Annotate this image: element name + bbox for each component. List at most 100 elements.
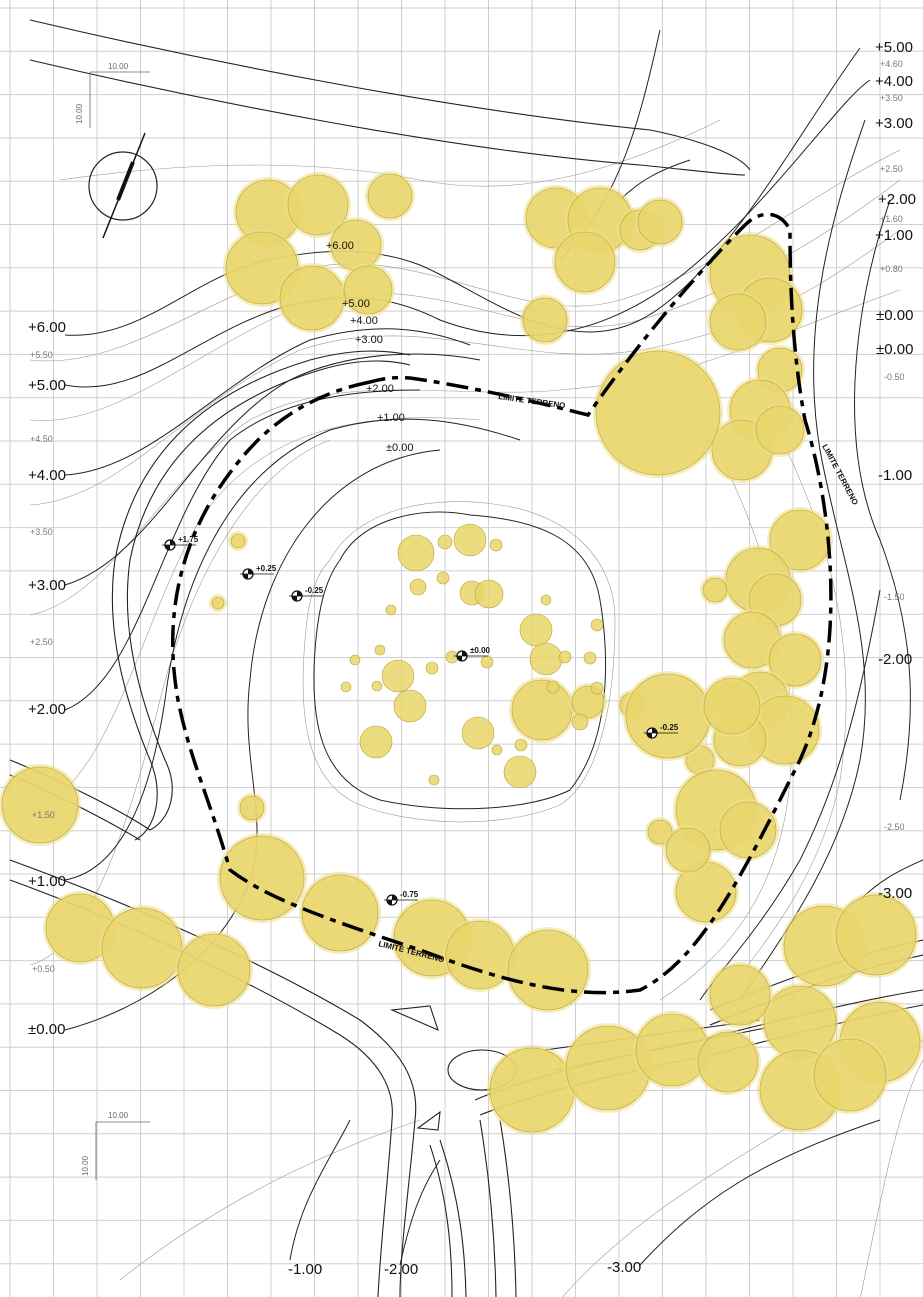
dimension-marker-bottom: 10.00 10.00 <box>81 1111 150 1180</box>
elevation-label: ±0.00 <box>876 341 913 358</box>
elevation-label: +1.00 <box>28 873 66 890</box>
elevation-label: +4.00 <box>875 73 913 90</box>
elevation-label: +3.50 <box>30 527 53 537</box>
tree-canopy-small <box>428 774 440 786</box>
left-elevation-labels: +6.00 +5.50 +5.00 +4.50 +4.00 +3.50 +3.0… <box>28 319 66 1038</box>
spot-level-label: ±0.00 <box>470 646 491 655</box>
elevation-label: -2.50 <box>884 822 905 832</box>
spot-levels: +1.75 +0.25 -0.25 ±0.00 -0.25 -0.75 <box>162 535 679 906</box>
elevation-label: +5.00 <box>875 39 913 56</box>
spot-level-marker-icon: -0.75 <box>384 890 419 906</box>
tree-canopy-small <box>540 594 552 606</box>
elevation-label: -0.50 <box>884 372 905 382</box>
tree-canopy-small <box>489 538 503 552</box>
contour-label: +2.00 <box>366 383 394 395</box>
tree-canopy-small <box>340 681 352 693</box>
elevation-label: -1.00 <box>288 1261 322 1278</box>
contour-label: ±0.00 <box>386 442 413 454</box>
boundary-label: LIMITE TERRENO <box>820 443 860 507</box>
tree-canopy-small <box>514 738 528 752</box>
spot-level-marker-icon: ±0.00 <box>454 646 491 662</box>
tree-canopy <box>637 199 683 245</box>
tree-canopy-small <box>480 655 494 669</box>
elevation-label: +5.00 <box>28 377 66 394</box>
tree-canopy <box>522 297 568 343</box>
tree-canopy-small <box>425 661 439 675</box>
site-boundary-line <box>171 212 833 995</box>
tree-canopy <box>301 874 379 952</box>
grid-dimension-label: 10.00 <box>108 62 129 71</box>
elevation-label: ±0.00 <box>876 307 913 324</box>
tree-canopy <box>489 1047 575 1133</box>
tree-canopy <box>709 964 771 1026</box>
tree-canopy <box>554 231 616 293</box>
elevation-label: +4.60 <box>880 59 903 69</box>
elevation-label: ±0.00 <box>28 1021 65 1038</box>
elevation-label: -1.50 <box>884 592 905 602</box>
contour-label: +5.00 <box>342 298 370 310</box>
grid-dimension-label-vertical: 10.00 <box>75 103 84 124</box>
tree-canopy-small <box>359 725 393 759</box>
tree-canopy-small <box>453 523 487 557</box>
elevation-label: +2.00 <box>878 191 916 208</box>
tree-canopy-small <box>349 654 361 666</box>
elevation-label: +0.50 <box>32 964 55 974</box>
spot-level-label: -0.25 <box>660 723 679 732</box>
tree-canopy-small <box>519 613 553 647</box>
contour-label: +1.00 <box>377 412 405 424</box>
tree-canopy-small <box>397 534 435 572</box>
tree-canopy-small <box>590 681 604 695</box>
dimension-marker-top: 10.00 10.00 <box>75 62 150 128</box>
tree-canopy-small <box>503 755 537 789</box>
elevation-label: +3.00 <box>875 115 913 132</box>
tree-canopy <box>507 929 589 1011</box>
tree-canopy-small <box>385 604 397 616</box>
spot-level-marker-icon: -0.25 <box>289 586 324 602</box>
north-arrow-icon <box>88 132 158 239</box>
tree-canopy <box>211 596 225 610</box>
tree-canopy-small <box>437 534 453 550</box>
tree-canopy <box>813 1038 887 1112</box>
elevation-label: +3.50 <box>880 93 903 103</box>
tree-canopy-small <box>436 571 450 585</box>
elevation-label: +6.00 <box>28 319 66 336</box>
tree-canopy-small <box>571 713 589 731</box>
tree-canopy <box>709 293 767 351</box>
major-contours <box>64 29 923 1266</box>
tree-canopy-small <box>529 642 563 676</box>
tree-canopy <box>287 174 349 236</box>
tree-canopy <box>343 265 393 315</box>
tree-canopy-small <box>409 578 427 596</box>
tree-canopy <box>101 907 183 989</box>
elevation-label: +1.50 <box>32 810 55 820</box>
tree-canopy <box>703 677 761 735</box>
tree-canopy <box>367 173 413 219</box>
tree-canopy-small <box>371 680 383 692</box>
tree-canopy <box>625 673 711 759</box>
tree-canopy-small <box>461 716 495 750</box>
contour-label: +6.00 <box>326 240 354 252</box>
spot-level-label: -0.75 <box>400 890 419 899</box>
tree-canopy <box>511 679 573 741</box>
tree-canopy <box>769 509 831 571</box>
elevation-label: +1.00 <box>875 227 913 244</box>
elevation-label: +4.00 <box>28 467 66 484</box>
spot-level-label: -0.25 <box>305 586 324 595</box>
tree-canopy <box>702 577 728 603</box>
tree-canopy <box>697 1031 759 1093</box>
tree-canopy-small <box>590 618 604 632</box>
tree-canopy-small <box>445 650 459 664</box>
tree-canopy <box>177 933 251 1007</box>
elevation-label: +2.50 <box>30 637 53 647</box>
tree-canopy <box>768 633 822 687</box>
central-plaza <box>302 501 616 823</box>
tree-canopy <box>835 894 917 976</box>
elevation-label: +2.00 <box>28 701 66 718</box>
tree-canopy <box>595 350 721 476</box>
tree-canopy <box>230 533 246 549</box>
tree-canopy <box>219 835 305 921</box>
tree-canopy <box>755 405 805 455</box>
spot-level-label: +1.75 <box>178 535 199 544</box>
tree-canopy <box>719 801 777 859</box>
